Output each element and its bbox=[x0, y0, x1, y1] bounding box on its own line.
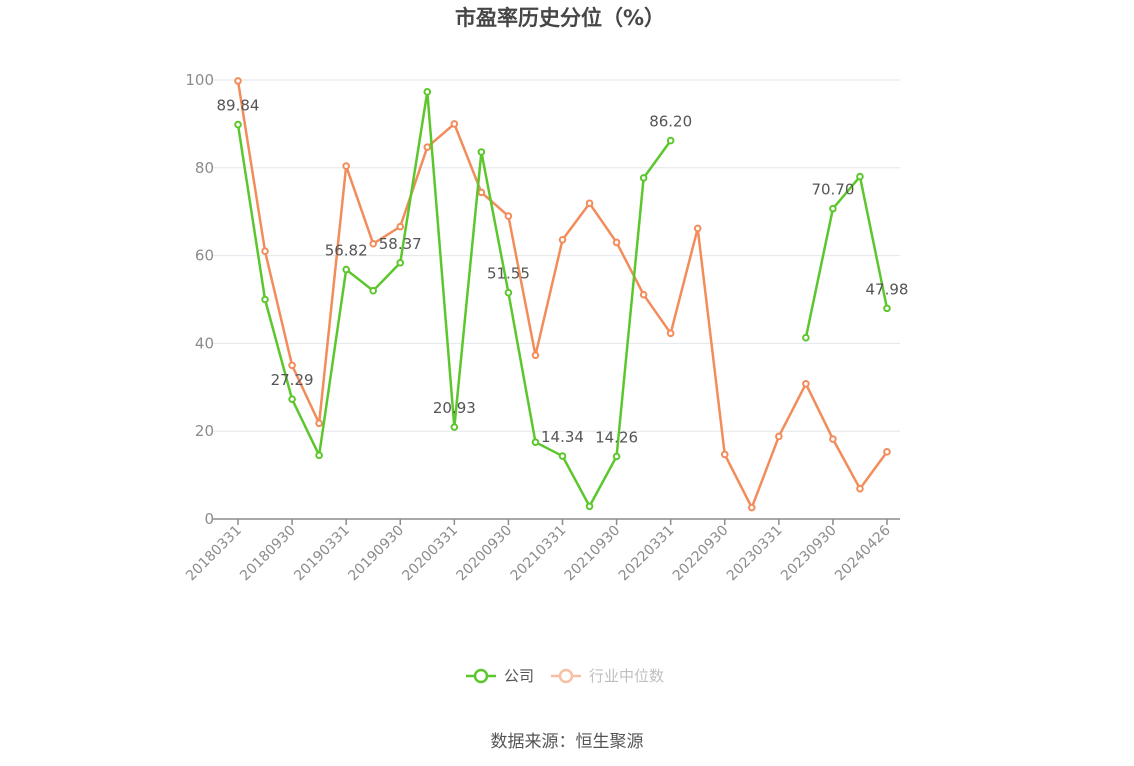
data-point bbox=[261, 295, 269, 304]
data-point bbox=[531, 438, 540, 446]
data-label: 89.84 bbox=[217, 97, 260, 115]
data-point bbox=[288, 395, 296, 403]
chart-title: 市盈率历史分位（%） bbox=[455, 6, 665, 30]
x-tick-label: 20230930 bbox=[778, 523, 840, 585]
data-point bbox=[234, 77, 242, 85]
data-point bbox=[883, 304, 891, 313]
data-point bbox=[315, 451, 323, 460]
data-point bbox=[693, 224, 702, 233]
data-point bbox=[612, 238, 621, 247]
source-note: 数据来源：恒生聚源 bbox=[491, 732, 644, 752]
legend-marker bbox=[473, 668, 489, 684]
data-point bbox=[802, 379, 810, 388]
legend-item-0: 公司 bbox=[466, 667, 534, 685]
y-tick-label: 40 bbox=[195, 334, 214, 352]
x-tick-label: 20180331 bbox=[183, 523, 245, 585]
x-tick-label: 20210331 bbox=[508, 523, 570, 585]
data-point bbox=[639, 174, 648, 182]
x-tick-label: 20240426 bbox=[832, 522, 894, 584]
data-point bbox=[775, 432, 783, 441]
x-tick-label: 20230331 bbox=[724, 523, 786, 585]
x-tick-label: 20200331 bbox=[399, 523, 461, 585]
x-tick-label: 20190930 bbox=[345, 523, 407, 585]
data-point bbox=[558, 235, 567, 244]
legend-item-1: 行业中位数 bbox=[551, 667, 664, 685]
data-point bbox=[477, 148, 486, 156]
data-point bbox=[234, 120, 242, 129]
data-point bbox=[342, 162, 350, 170]
data-point bbox=[829, 204, 837, 213]
data-point bbox=[747, 503, 756, 512]
data-point bbox=[856, 172, 864, 181]
data-point bbox=[829, 435, 837, 443]
data-point bbox=[504, 212, 513, 220]
y-tick-label: 60 bbox=[195, 247, 214, 265]
data-point bbox=[558, 452, 567, 460]
x-tick-label: 20210930 bbox=[562, 523, 624, 585]
data-point bbox=[531, 351, 540, 360]
series-layer bbox=[234, 77, 891, 512]
x-tick-label: 20200930 bbox=[454, 523, 516, 585]
data-label: 56.82 bbox=[325, 242, 368, 260]
data-point bbox=[666, 136, 675, 145]
y-tick-label: 100 bbox=[185, 71, 214, 89]
data-point bbox=[639, 290, 648, 299]
x-tick-label: 20190331 bbox=[291, 523, 353, 585]
data-point bbox=[612, 452, 621, 461]
legend: 公司 行业中位数 bbox=[466, 667, 664, 685]
legend-marker bbox=[558, 668, 574, 684]
data-label: 14.26 bbox=[595, 428, 638, 446]
data-point bbox=[666, 329, 675, 338]
x-tick-label: 20220930 bbox=[670, 523, 732, 585]
legend-label: 公司 bbox=[504, 667, 534, 685]
data-label: 51.55 bbox=[487, 265, 530, 283]
data-point bbox=[288, 361, 296, 370]
data-point bbox=[369, 239, 378, 248]
data-point bbox=[450, 120, 459, 128]
data-point bbox=[396, 222, 405, 231]
x-tick-label: 20220331 bbox=[616, 523, 678, 585]
data-point bbox=[856, 484, 864, 493]
data-point bbox=[342, 265, 350, 274]
data-point bbox=[504, 288, 513, 297]
x-tick-label: 20180930 bbox=[237, 523, 299, 585]
data-point bbox=[802, 333, 810, 342]
data-label: 58.37 bbox=[379, 235, 422, 253]
data-label: 86.20 bbox=[649, 113, 692, 131]
series-1 bbox=[234, 77, 891, 512]
data-point bbox=[450, 423, 459, 431]
data-label: 47.98 bbox=[866, 280, 909, 298]
legend-label: 行业中位数 bbox=[589, 667, 664, 685]
data-point bbox=[883, 448, 891, 456]
label-layer: 89.84 27.29 56.82 58.37 20.93 51.55 14.34 14.26… bbox=[217, 97, 909, 447]
data-point bbox=[477, 188, 486, 197]
data-point bbox=[261, 247, 269, 256]
y-tick-label: 0 bbox=[204, 510, 214, 528]
data-point bbox=[315, 419, 323, 428]
data-point bbox=[585, 502, 594, 511]
data-point bbox=[585, 199, 594, 208]
data-point bbox=[369, 286, 378, 295]
y-tick-label: 80 bbox=[195, 159, 214, 177]
data-label: 14.34 bbox=[541, 428, 584, 446]
y-tick-label: 20 bbox=[195, 422, 214, 440]
data-label: 70.70 bbox=[811, 181, 854, 199]
grid-layer bbox=[212, 79, 900, 432]
data-point bbox=[396, 258, 405, 267]
data-label: 27.29 bbox=[271, 371, 314, 389]
data-point bbox=[720, 450, 729, 459]
series-0 bbox=[234, 88, 891, 511]
data-label: 20.93 bbox=[433, 399, 476, 417]
data-point bbox=[423, 88, 432, 96]
data-point bbox=[423, 143, 432, 151]
